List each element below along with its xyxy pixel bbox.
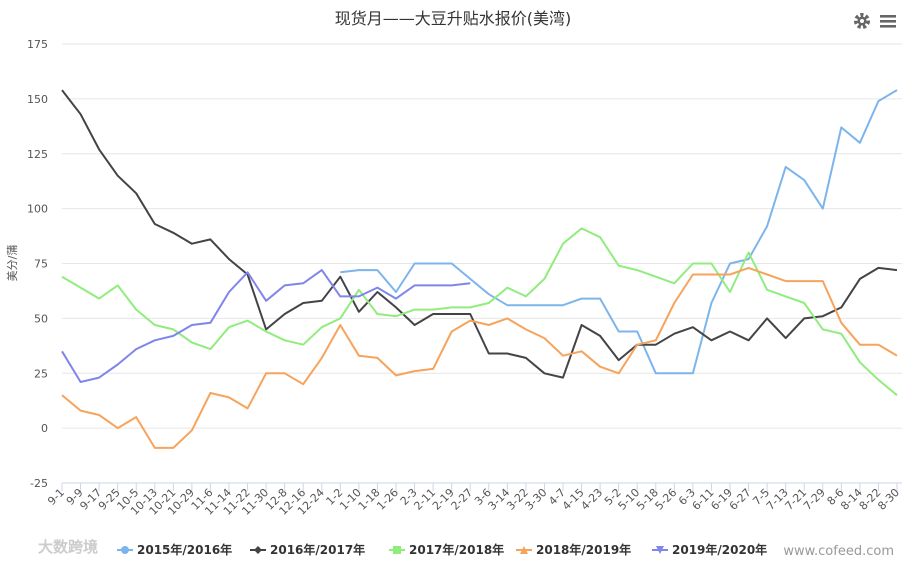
- legend-marker: [393, 546, 401, 554]
- legend-item[interactable]: 2017年/2018年: [389, 542, 504, 557]
- series-line: [61, 269, 471, 383]
- x-tick-label: 9-1: [45, 486, 67, 508]
- legend-label: 2017年/2018年: [409, 542, 504, 557]
- legend-item[interactable]: 2019年/2020年: [652, 542, 767, 557]
- series-line: [61, 266, 898, 449]
- legend-marker: [656, 546, 664, 554]
- series-line: [61, 227, 898, 396]
- menu-icon[interactable]: [880, 15, 896, 28]
- y-tick-label: 75: [34, 258, 48, 271]
- y-tick-label: 0: [41, 422, 48, 435]
- y-tick-label: 50: [34, 312, 48, 325]
- legend-label: 2016年/2017年: [270, 542, 365, 557]
- y-tick-label: 150: [27, 93, 48, 106]
- legend-label: 2015年/2016年: [137, 542, 232, 557]
- series-line: [61, 89, 898, 379]
- legend-marker: [520, 546, 528, 554]
- x-tick-label: 6-27: [727, 486, 754, 513]
- legend-label: 2018年/2019年: [536, 542, 631, 557]
- x-tick-label: 7-29: [801, 486, 828, 513]
- y-tick-label: 25: [34, 367, 48, 380]
- y-tick-label: 175: [27, 38, 48, 51]
- y-tick-label: 125: [27, 148, 48, 161]
- legend-label: 2019年/2020年: [672, 542, 767, 557]
- watermark: www.cofeed.com: [783, 544, 894, 559]
- settings-icon[interactable]: [854, 13, 870, 29]
- y-axis-title: 美分/蒲: [5, 245, 19, 282]
- chart-title: 现货月——大豆升贴水报价(美湾): [335, 9, 572, 28]
- x-tick-label: 8-30: [875, 486, 902, 513]
- y-tick-label: 100: [27, 203, 48, 216]
- legend-item[interactable]: 2016年/2017年: [250, 542, 365, 557]
- series-line: [340, 89, 898, 375]
- legend-item[interactable]: 2015年/2016年: [117, 542, 232, 557]
- legend-item[interactable]: 2018年/2019年: [516, 542, 631, 557]
- legend-marker: [254, 546, 262, 554]
- y-tick-label: -25: [30, 477, 48, 490]
- legend-marker: [121, 546, 129, 554]
- watermark: 大数跨境: [38, 538, 98, 556]
- x-tick-label: 3-30: [523, 486, 550, 513]
